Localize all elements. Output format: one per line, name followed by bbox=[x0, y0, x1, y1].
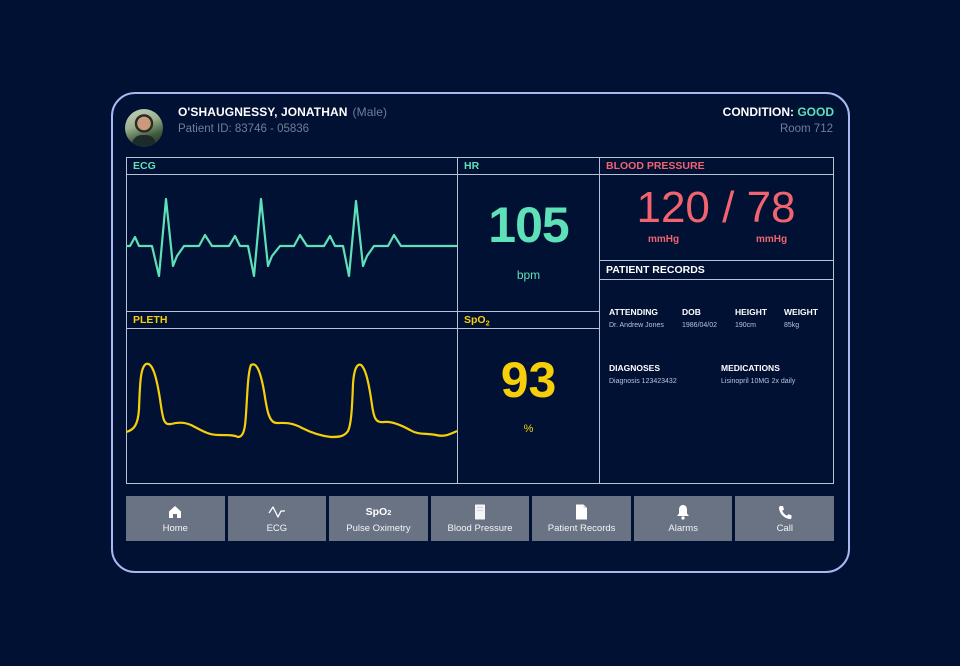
blood-pressure-title: BLOOD PRESSURE bbox=[599, 157, 834, 175]
ecg-panel-title: ECG bbox=[126, 157, 458, 175]
nav-blood-pressure-label: Blood Pressure bbox=[447, 522, 513, 534]
condition-label: CONDITION: bbox=[722, 105, 794, 119]
dob-value: 1986/04/02 bbox=[682, 322, 718, 329]
pleth-waveform bbox=[126, 362, 457, 439]
spo2-unit: % bbox=[523, 423, 534, 435]
nav-ecg-button[interactable]: ECG bbox=[227, 496, 327, 541]
condition-value: GOOD bbox=[797, 105, 834, 119]
patient-avatar bbox=[125, 109, 163, 147]
spo2-icon-sub: 2 bbox=[387, 507, 392, 517]
pleth-panel-title: PLETH bbox=[126, 311, 458, 329]
condition-status: CONDITION: GOOD bbox=[723, 105, 834, 119]
patient-id: Patient ID: 83746 - 05836 bbox=[178, 123, 310, 135]
spo2-panel-title: SpO2 bbox=[457, 311, 600, 329]
attending-value: Dr. Andrew Jones bbox=[609, 322, 664, 329]
nav-call-label: Call bbox=[776, 522, 793, 534]
nav-alarms-button[interactable]: Alarms bbox=[633, 496, 733, 541]
nav-pulse-oximetry-label: Pulse Oximetry bbox=[346, 522, 411, 534]
nav-ecg-label: ECG bbox=[266, 522, 288, 534]
bottom-navigation: Home ECG SpO 2 Pulse Oximetry Blood Press… bbox=[126, 496, 835, 541]
dob-label: DOB bbox=[682, 307, 701, 317]
medications-label: MEDICATIONS bbox=[721, 363, 780, 373]
monitor-frame bbox=[111, 92, 850, 573]
height-label: HEIGHT bbox=[735, 307, 768, 317]
spo2-icon: SpO 2 bbox=[366, 504, 392, 521]
systolic-unit: mmHg bbox=[648, 234, 680, 245]
patient-records-title: PATIENT RECORDS bbox=[599, 260, 834, 280]
nav-blood-pressure-button[interactable]: Blood Pressure bbox=[430, 496, 530, 541]
patient-name-text: O'SHAUGNESSY, JONATHAN bbox=[178, 105, 348, 119]
diagnoses-label: DIAGNOSES bbox=[609, 363, 661, 373]
ecg-waveform bbox=[126, 197, 457, 278]
spo2-icon-main: SpO bbox=[365, 506, 388, 518]
diastolic-unit: mmHg bbox=[756, 234, 788, 245]
hr-panel-title: HR bbox=[457, 157, 600, 175]
patient-name: O'SHAUGNESSY, JONATHAN (Male) bbox=[178, 105, 387, 119]
spo2-title-sub: 2 bbox=[485, 318, 490, 328]
spo2-title-main: SpO bbox=[464, 314, 486, 326]
nav-patient-records-label: Patient Records bbox=[547, 522, 616, 534]
hr-unit: bpm bbox=[516, 268, 541, 282]
attending-label: ATTENDING bbox=[609, 307, 658, 317]
hr-value: 105 bbox=[488, 197, 569, 253]
nav-call-button[interactable]: Call bbox=[735, 496, 835, 541]
weight-label: WEIGHT bbox=[784, 307, 818, 317]
document-icon bbox=[575, 504, 588, 521]
medications-value: Lisinopril 10MG 2x daily bbox=[721, 378, 796, 385]
nav-alarms-label: Alarms bbox=[668, 522, 698, 534]
room-number: Room 712 bbox=[779, 123, 833, 135]
nav-patient-records-button[interactable]: Patient Records bbox=[532, 496, 631, 541]
ecg-wave-icon bbox=[268, 504, 286, 521]
home-icon bbox=[168, 504, 182, 521]
diagnoses-value: Diagnosis 123423432 bbox=[609, 378, 677, 385]
weight-value: 85kg bbox=[784, 322, 800, 329]
clipboard-icon bbox=[474, 504, 486, 521]
nav-pulse-oximetry-button[interactable]: SpO 2 Pulse Oximetry bbox=[329, 496, 428, 541]
patient-sex: (Male) bbox=[352, 105, 388, 119]
nav-home-label: Home bbox=[162, 522, 188, 534]
bell-icon bbox=[676, 504, 690, 521]
blood-pressure-value: 120 / 78 bbox=[636, 183, 796, 232]
nav-home-button[interactable]: Home bbox=[126, 496, 225, 541]
spo2-value: 93 bbox=[500, 352, 557, 408]
phone-icon bbox=[778, 504, 792, 521]
height-value: 190cm bbox=[735, 322, 757, 329]
